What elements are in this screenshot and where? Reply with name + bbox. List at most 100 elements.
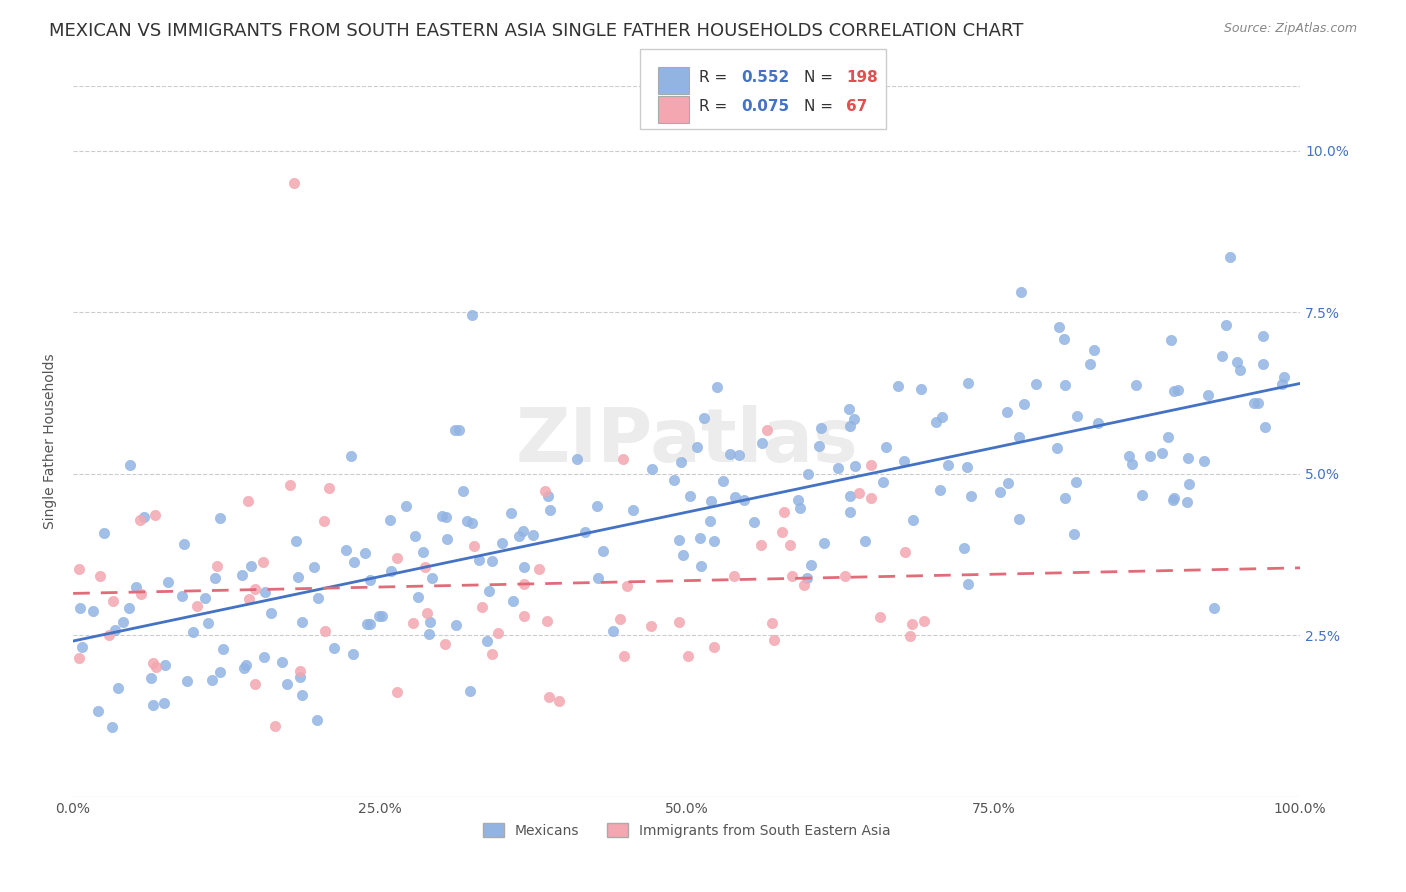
- Point: [368, 609, 391, 624]
- Point: [1053, 332, 1076, 346]
- Text: N =: N =: [804, 99, 838, 114]
- Point: [838, 505, 860, 519]
- Point: [1160, 333, 1182, 347]
- Point: [378, 513, 401, 527]
- Point: [356, 617, 378, 632]
- Point: [1118, 449, 1140, 463]
- Point: [194, 591, 217, 605]
- Point: [1010, 285, 1032, 299]
- Point: [810, 421, 832, 435]
- Point: [283, 176, 305, 190]
- Point: [957, 577, 980, 591]
- Point: [463, 539, 485, 553]
- Point: [100, 719, 122, 733]
- Point: [699, 514, 721, 528]
- Point: [314, 514, 336, 528]
- Point: [142, 657, 165, 671]
- Point: [640, 619, 662, 633]
- Point: [204, 571, 226, 585]
- Point: [761, 616, 783, 631]
- Point: [461, 516, 484, 531]
- Point: [288, 670, 311, 684]
- Point: [602, 624, 624, 638]
- Point: [97, 627, 120, 641]
- Point: [176, 674, 198, 689]
- Point: [700, 493, 723, 508]
- Point: [1254, 419, 1277, 434]
- Point: [314, 624, 336, 638]
- Point: [285, 534, 308, 549]
- Point: [343, 555, 366, 569]
- Point: [305, 713, 328, 727]
- Point: [720, 447, 742, 461]
- Point: [1272, 370, 1295, 384]
- Text: R =: R =: [699, 70, 733, 85]
- Point: [434, 509, 457, 524]
- Point: [502, 594, 524, 608]
- Point: [404, 529, 426, 543]
- Point: [443, 423, 465, 437]
- Point: [800, 558, 823, 573]
- Point: [763, 632, 786, 647]
- Point: [931, 409, 953, 424]
- Point: [322, 641, 344, 656]
- Point: [742, 515, 765, 529]
- Point: [486, 626, 509, 640]
- Point: [807, 439, 830, 453]
- Point: [243, 582, 266, 597]
- Point: [703, 533, 725, 548]
- Point: [1177, 450, 1199, 465]
- Point: [418, 627, 440, 641]
- Point: [690, 558, 713, 573]
- Point: [197, 615, 219, 630]
- Point: [844, 459, 866, 474]
- Point: [1175, 495, 1198, 509]
- Point: [385, 685, 408, 699]
- Text: ZIPatlas: ZIPatlas: [515, 405, 858, 478]
- Text: MEXICAN VS IMMIGRANTS FROM SOUTH EASTERN ASIA SINGLE FATHER HOUSEHOLDS CORRELATI: MEXICAN VS IMMIGRANTS FROM SOUTH EASTERN…: [49, 22, 1024, 40]
- Text: 0.075: 0.075: [741, 99, 789, 114]
- Point: [756, 423, 779, 437]
- Point: [205, 558, 228, 573]
- Point: [669, 455, 692, 469]
- Point: [239, 558, 262, 573]
- Point: [181, 624, 204, 639]
- Point: [538, 690, 561, 704]
- Point: [1083, 343, 1105, 357]
- Point: [142, 698, 165, 712]
- Point: [128, 513, 150, 527]
- Point: [173, 537, 195, 551]
- Point: [869, 609, 891, 624]
- Point: [359, 573, 381, 587]
- Point: [793, 577, 815, 591]
- Point: [612, 452, 634, 467]
- Point: [235, 657, 257, 672]
- Point: [380, 565, 402, 579]
- Point: [413, 560, 436, 574]
- Point: [117, 601, 139, 615]
- Point: [512, 609, 534, 624]
- Point: [728, 449, 751, 463]
- Point: [893, 454, 915, 468]
- Point: [236, 494, 259, 508]
- Point: [129, 587, 152, 601]
- Point: [513, 559, 536, 574]
- Point: [125, 580, 148, 594]
- Point: [1053, 491, 1076, 505]
- Point: [458, 684, 481, 698]
- Point: [201, 673, 224, 688]
- Point: [287, 569, 309, 583]
- Point: [93, 525, 115, 540]
- Point: [231, 568, 253, 582]
- Point: [749, 538, 772, 552]
- Text: Source: ZipAtlas.com: Source: ZipAtlas.com: [1223, 22, 1357, 36]
- Point: [186, 599, 208, 613]
- Point: [291, 615, 314, 630]
- Point: [834, 569, 856, 583]
- Point: [307, 591, 329, 605]
- Point: [112, 615, 135, 629]
- Point: [859, 491, 882, 505]
- Point: [1202, 600, 1225, 615]
- Point: [1139, 449, 1161, 463]
- Point: [842, 412, 865, 426]
